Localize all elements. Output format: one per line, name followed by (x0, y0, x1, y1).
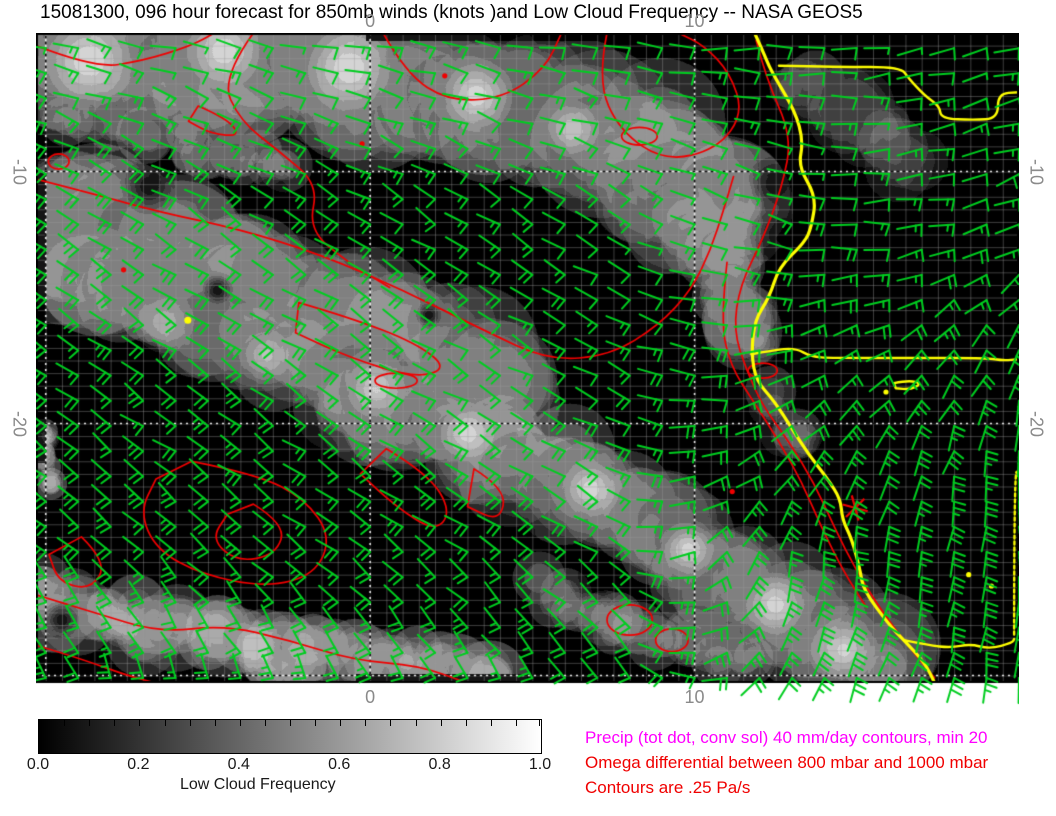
axis-tick-label: -20 (9, 410, 30, 437)
colorbar-gradient (38, 719, 542, 754)
page-title: 15081300, 096 hour forecast for 850mb wi… (40, 2, 863, 23)
colorbar-minor-tick (390, 720, 392, 726)
colorbar-minor-tick (189, 720, 191, 726)
colorbar-minor-tick (340, 720, 342, 726)
colorbar-tick-label: 0.4 (227, 756, 250, 773)
colorbar-minor-tick (490, 720, 492, 726)
legend-line-contour-interval: Contours are .25 Pa/s (585, 778, 751, 797)
legend-line-omega: Omega differential between 800 mbar and … (585, 753, 989, 772)
map-plot-canvas (36, 33, 1019, 713)
legend-block: Precip (tot dot, conv sol) 40 mm/day con… (585, 725, 988, 800)
colorbar-minor-tick (214, 720, 216, 726)
colorbar-minor-tick (139, 720, 141, 726)
axis-tick-label: 10 (684, 687, 705, 707)
colorbar-minor-tick (64, 720, 66, 726)
axis-tick-label: 10 (684, 11, 705, 31)
axis-tick-label: 0 (365, 687, 376, 707)
map-plot-area (36, 33, 1019, 713)
colorbar-minor-tick (415, 720, 417, 726)
colorbar-minor-tick (239, 720, 241, 726)
colorbar-tick-label: 0.8 (428, 756, 451, 773)
axis-tick-label: -10 (9, 158, 30, 185)
colorbar-tick-label: 0.2 (127, 756, 150, 773)
colorbar-minor-tick (515, 720, 517, 726)
axis-tick-label: 0 (365, 11, 376, 31)
colorbar-minor-tick (264, 720, 266, 726)
colorbar-tick-label: 0.6 (328, 756, 351, 773)
colorbar-tick-label: 0.0 (26, 756, 50, 773)
colorbar-minor-tick (290, 720, 291, 726)
colorbar-minor-tick (440, 720, 442, 726)
legend-line-precip: Precip (tot dot, conv sol) 40 mm/day con… (585, 728, 988, 747)
colorbar-minor-tick (465, 720, 467, 726)
axis-tick-label: -10 (1026, 158, 1047, 185)
colorbar-minor-tick (315, 720, 317, 726)
colorbar-caption: Low Cloud Frequency (180, 776, 336, 793)
colorbar-tick-label: 1.0 (528, 756, 552, 773)
colorbar-minor-tick (114, 720, 116, 726)
colorbar-minor-tick (365, 720, 367, 726)
colorbar-minor-tick (39, 720, 40, 726)
colorbar-minor-tick (539, 720, 540, 726)
axis-tick-label: -20 (1026, 410, 1047, 437)
colorbar-minor-tick (89, 720, 91, 726)
colorbar-minor-tick (164, 720, 166, 726)
